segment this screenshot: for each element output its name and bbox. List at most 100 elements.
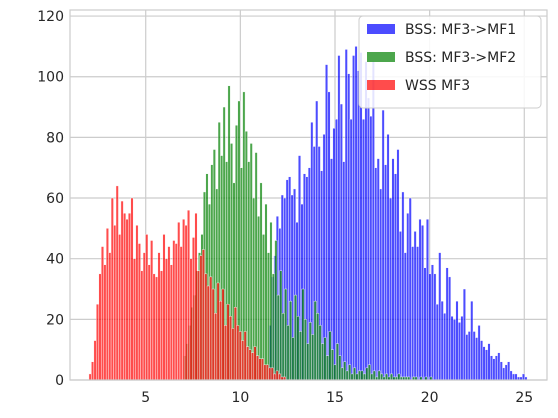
histogram-bar [360, 370, 364, 381]
histogram-bar [199, 255, 203, 381]
histogram-bar [276, 294, 280, 381]
histogram-bar [98, 273, 102, 381]
histogram-bar [353, 367, 357, 381]
histogram-bar [135, 225, 139, 381]
series-1-bars [268, 46, 528, 381]
histogram-bar [155, 276, 159, 381]
histogram-bar [323, 337, 327, 381]
histogram-bar [194, 212, 198, 381]
histogram-bar [204, 273, 208, 381]
legend-swatch [367, 80, 395, 90]
x-tick-label: 15 [326, 390, 344, 406]
histogram-bar [269, 222, 273, 381]
histogram-bar [494, 355, 498, 381]
histogram-bar [381, 109, 385, 381]
histogram-bar [445, 267, 449, 381]
histogram-bar [209, 276, 213, 381]
histogram-bar [123, 212, 127, 381]
legend-swatch [367, 24, 395, 34]
histogram-bar [113, 225, 117, 381]
histogram-bar [150, 240, 154, 381]
histogram-bar [458, 322, 461, 381]
histogram-bar [177, 222, 181, 381]
histogram-bar [231, 328, 235, 381]
histogram-bar [343, 361, 347, 381]
histogram-bar [380, 373, 384, 381]
histogram-bar [370, 373, 374, 381]
histogram-bar [339, 103, 343, 381]
legend-label: BSS: MF3->MF1 [405, 22, 516, 38]
histogram-bar [377, 370, 381, 381]
histogram-bar [430, 264, 434, 381]
histogram-bar [334, 118, 338, 381]
histogram-bar [350, 373, 354, 381]
histogram-bar [259, 182, 263, 381]
histogram-bar [270, 367, 274, 381]
legend-entries: BSS: MF3->MF1 BSS: MF3->MF2 WSS MF3 [367, 22, 516, 94]
histogram-bar [246, 346, 250, 381]
histogram-bar [243, 331, 247, 381]
histogram-bar [352, 55, 356, 381]
legend: BSS: MF3->MF1 BSS: MF3->MF2 WSS MF3 [358, 15, 542, 109]
histogram-bar [423, 267, 427, 381]
histogram-bar [354, 46, 358, 381]
histogram-bar [182, 219, 186, 381]
legend-label: BSS: MF3->MF2 [405, 50, 516, 66]
histogram-bar [308, 322, 312, 381]
histogram-bar [157, 252, 161, 381]
histogram-bar [366, 97, 370, 381]
histogram-bar [228, 316, 232, 381]
histogram-bar [371, 61, 375, 381]
histogram-bar [504, 364, 508, 381]
histogram-bar [357, 70, 360, 381]
histogram-bar [236, 325, 240, 381]
histogram-bar [279, 270, 283, 381]
histogram-bar [174, 243, 178, 381]
histogram-bar [448, 276, 452, 381]
histogram-bar [499, 361, 503, 381]
legend-label: WSS MF3 [405, 78, 470, 94]
histogram-bar [401, 191, 405, 381]
histogram-bar [145, 234, 149, 381]
histogram-bar [216, 282, 220, 381]
histogram-bar [509, 370, 513, 381]
histogram-bar [477, 325, 481, 381]
histogram-bar [372, 370, 376, 381]
histogram-bar [411, 246, 415, 381]
histogram-bar [258, 358, 262, 381]
histogram-bar [318, 325, 322, 381]
histogram-bar [502, 367, 506, 381]
histogram-bar [142, 252, 146, 381]
histogram-bar [241, 340, 245, 381]
histogram-bar [460, 316, 464, 381]
histogram-bar [316, 313, 320, 381]
histogram-bar [265, 364, 269, 381]
histogram-bar [512, 373, 516, 381]
x-tick-label: 25 [515, 390, 533, 406]
histogram-bar [413, 231, 417, 381]
histogram-bar [485, 349, 488, 381]
histogram-bar [384, 164, 388, 381]
histogram-bar [492, 358, 496, 381]
histogram-bar [363, 373, 366, 381]
histogram-bar [397, 373, 401, 381]
histogram-bar [348, 364, 352, 381]
histogram-bar [475, 337, 479, 381]
histogram-bar [226, 303, 230, 381]
histogram-bar [169, 264, 173, 381]
histogram-bar [342, 161, 346, 381]
histogram-bar [311, 334, 315, 381]
histogram-bar [201, 249, 205, 381]
histogram-bar [394, 173, 397, 381]
histogram-bar [306, 343, 310, 381]
histogram-bar [328, 331, 332, 381]
histogram-bar [110, 197, 114, 381]
histogram-bar [338, 355, 342, 381]
histogram-bar [105, 228, 109, 381]
histogram-bar [325, 64, 329, 381]
y-tick-label: 80 [46, 130, 64, 146]
histogram-bar [284, 288, 288, 381]
histogram-bar [364, 61, 368, 381]
histogram-bar [172, 240, 176, 381]
histogram-bar [455, 300, 459, 381]
